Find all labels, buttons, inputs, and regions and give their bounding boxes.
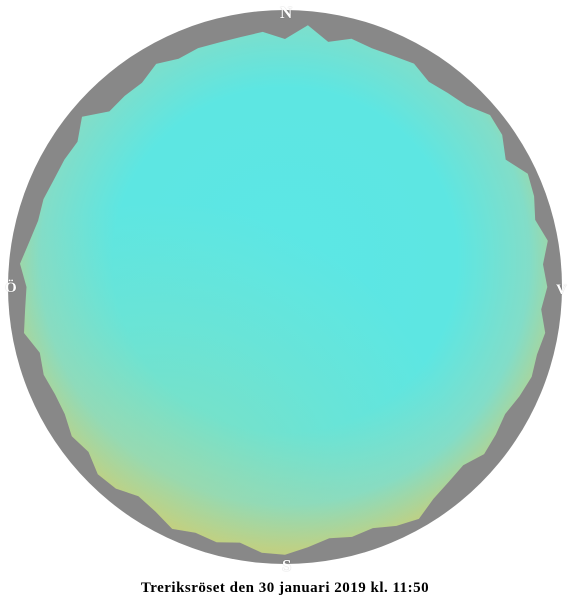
cardinal-south: S — [282, 556, 291, 576]
cardinal-north: N — [280, 3, 292, 23]
caption-text: Treriksröset den 30 januari 2019 kl. 11:… — [0, 580, 570, 597]
sky-dome-diagram — [0, 0, 570, 605]
cardinal-east: Ö — [5, 280, 17, 297]
cardinal-west: V — [556, 282, 567, 299]
